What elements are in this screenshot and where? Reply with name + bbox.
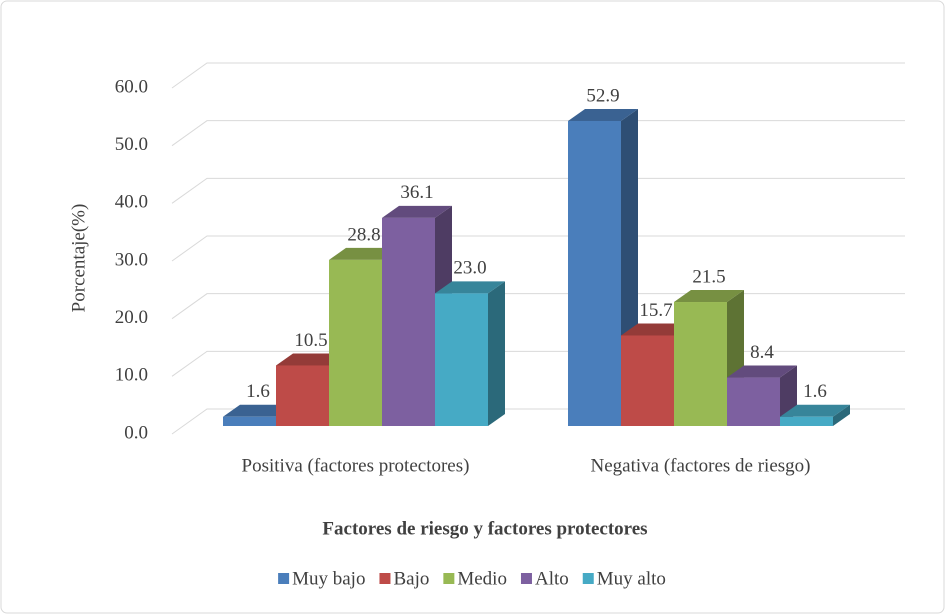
bar-top [223, 404, 293, 417]
bar [727, 377, 780, 426]
bar [674, 302, 727, 426]
bar [223, 416, 276, 426]
bar-top [435, 281, 505, 294]
grid-line [171, 120, 905, 147]
y-tick-label: 40.0 [115, 192, 148, 213]
legend: Muy bajo Bajo Medio Alto Muy alto [278, 568, 666, 589]
legend-swatch [520, 573, 532, 584]
grid-line [171, 235, 905, 262]
legend-label: Muy alto [597, 568, 666, 589]
grid-line [171, 177, 905, 204]
grid-line [171, 293, 905, 320]
x-tick-label: Positiva (factores protectores) [242, 455, 470, 476]
data-label: 28.8 [347, 224, 380, 245]
y-tick-label: 10.0 [115, 365, 148, 386]
bar [382, 217, 435, 426]
y-tick-label: 30.0 [115, 249, 148, 270]
data-label: 1.6 [803, 381, 827, 402]
data-label: 52.9 [586, 85, 619, 106]
data-label: 15.7 [639, 300, 672, 321]
data-label: 1.6 [246, 381, 270, 402]
data-label: 23.0 [453, 258, 486, 279]
y-tick-label: 0.0 [124, 422, 148, 443]
bar-top [780, 404, 850, 417]
legend-label: Muy bajo [292, 568, 365, 589]
bar-top [276, 353, 346, 366]
bar [329, 259, 382, 426]
y-tick-label: 50.0 [115, 134, 148, 155]
bar-top [727, 365, 797, 378]
bar [276, 365, 329, 426]
y-tick-label: 20.0 [115, 307, 148, 328]
legend-label: Alto [535, 568, 569, 589]
bar [780, 416, 833, 426]
bar-top [329, 247, 399, 260]
bar-top [674, 290, 744, 303]
bar-top [382, 205, 452, 218]
data-label: 8.4 [750, 342, 774, 363]
legend-swatch [278, 573, 290, 584]
bar-side [833, 404, 850, 426]
bar-side [488, 281, 505, 426]
bar [568, 120, 621, 427]
data-label: 36.1 [400, 182, 433, 203]
grid-line [171, 62, 905, 89]
bar-top [568, 108, 638, 121]
x-tick-label: Negativa (factores de riesgo) [591, 455, 811, 476]
legend-swatch [443, 573, 455, 584]
y-axis-label: Porcentaje(%) [68, 204, 89, 313]
x-axis-title: Factores de riesgo y factores protectore… [322, 518, 647, 539]
legend-label: Bajo [393, 568, 429, 589]
data-label: 10.5 [294, 330, 327, 351]
legend-swatch [379, 573, 391, 584]
bar [435, 293, 488, 426]
bar [621, 335, 674, 426]
legend-swatch [582, 573, 594, 584]
bar-top [621, 323, 691, 336]
y-tick-label: 60.0 [115, 76, 148, 97]
legend-label: Medio [457, 568, 507, 589]
data-label: 21.5 [692, 266, 725, 287]
